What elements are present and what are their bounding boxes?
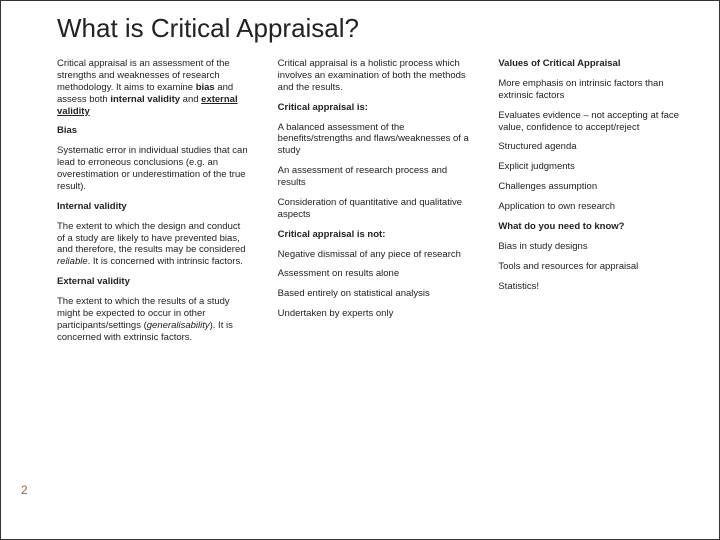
- value-item: Evaluates evidence – not accepting at fa…: [498, 110, 691, 134]
- need-item: Statistics!: [498, 281, 691, 293]
- bias-heading: Bias: [57, 125, 250, 137]
- ev-text: The extent to which the results of a stu…: [57, 296, 250, 344]
- columns: Critical appraisal is an assessment of t…: [57, 58, 691, 352]
- external-validity-section: External validity The extent to which th…: [57, 276, 250, 343]
- value-item: Explicit judgments: [498, 161, 691, 173]
- bias-section: Bias Systematic error in individual stud…: [57, 125, 250, 192]
- value-item: Structured agenda: [498, 141, 691, 153]
- slide: What is Critical Appraisal? Critical app…: [0, 0, 720, 540]
- is-item: Consideration of quantitative and qualit…: [278, 197, 471, 221]
- not-item: Undertaken by experts only: [278, 308, 471, 320]
- intro-internal-validity: internal validity: [110, 94, 180, 105]
- not-list: Negative dismissal of any piece of resea…: [278, 249, 471, 321]
- intro-text: Critical appraisal is an assessment of t…: [57, 58, 250, 117]
- holistic-text: Critical appraisal is a holistic process…: [278, 58, 471, 94]
- value-item: Challenges assumption: [498, 181, 691, 193]
- value-item: Application to own research: [498, 201, 691, 213]
- column-2: Critical appraisal is a holistic process…: [278, 58, 471, 352]
- is-heading: Critical appraisal is:: [278, 102, 471, 114]
- iv-heading: Internal validity: [57, 201, 250, 213]
- not-item: Negative dismissal of any piece of resea…: [278, 249, 471, 261]
- ev-heading: External validity: [57, 276, 250, 288]
- iv-part-b: . It is concerned with intrinsic factors…: [88, 256, 243, 267]
- intro-bias: bias: [196, 82, 215, 93]
- column-3: Values of Critical Appraisal More emphas…: [498, 58, 691, 352]
- slide-title: What is Critical Appraisal?: [57, 13, 691, 44]
- internal-validity-section: Internal validity The extent to which th…: [57, 201, 250, 268]
- value-item: More emphasis on intrinsic factors than …: [498, 78, 691, 102]
- iv-reliable: reliable: [57, 256, 88, 267]
- not-heading: Critical appraisal is not:: [278, 229, 471, 241]
- ev-generalisability: generalisability: [147, 320, 210, 331]
- not-item: Based entirely on statistical analysis: [278, 288, 471, 300]
- is-item: An assessment of research process and re…: [278, 165, 471, 189]
- intro-part-c: and: [180, 94, 201, 105]
- values-list: More emphasis on intrinsic factors than …: [498, 78, 691, 213]
- page-number: 2: [21, 483, 28, 497]
- iv-part-a: The extent to which the design and condu…: [57, 221, 246, 256]
- need-list: Bias in study designs Tools and resource…: [498, 241, 691, 293]
- need-heading: What do you need to know?: [498, 221, 691, 233]
- is-list: A balanced assessment of the benefits/st…: [278, 122, 471, 221]
- need-item: Tools and resources for appraisal: [498, 261, 691, 273]
- is-item: A balanced assessment of the benefits/st…: [278, 122, 471, 158]
- values-heading: Values of Critical Appraisal: [498, 58, 691, 70]
- column-1: Critical appraisal is an assessment of t…: [57, 58, 250, 352]
- not-item: Assessment on results alone: [278, 268, 471, 280]
- iv-text: The extent to which the design and condu…: [57, 221, 250, 269]
- need-item: Bias in study designs: [498, 241, 691, 253]
- bias-text: Systematic error in individual studies t…: [57, 145, 250, 193]
